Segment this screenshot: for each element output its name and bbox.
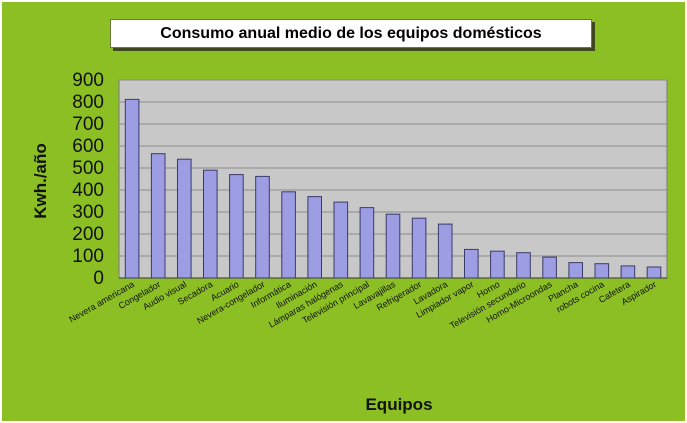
y-tick-label: 900 (72, 70, 104, 91)
bar (385, 213, 401, 279)
y-tick-label: 100 (72, 246, 104, 267)
y-tick-label: 700 (72, 114, 104, 135)
bar (437, 223, 453, 279)
bar (646, 266, 662, 279)
bar (464, 248, 479, 279)
y-tick-label: 500 (72, 158, 104, 179)
bar (255, 175, 270, 279)
bar (516, 252, 531, 279)
y-tick-label: 400 (72, 180, 104, 201)
bar (620, 265, 636, 279)
bar (359, 207, 375, 279)
y-tick-label: 0 (93, 268, 104, 289)
y-tick-label: 200 (72, 224, 104, 245)
bar (124, 98, 140, 279)
bar (150, 153, 166, 279)
y-tick-label: 600 (72, 136, 104, 157)
bar (490, 250, 505, 279)
bar (568, 262, 584, 279)
bar (594, 263, 610, 279)
x-axis-title: Equipos (365, 395, 432, 414)
bar (333, 201, 349, 279)
y-axis-title: Kwh./año (31, 143, 50, 219)
y-tick-label: 300 (72, 202, 104, 223)
bar (177, 158, 192, 279)
bar (281, 191, 296, 279)
bars (124, 98, 662, 279)
y-tick-label: 800 (72, 92, 104, 113)
chart-title: Consumo anual medio de los equipos domés… (110, 19, 592, 48)
bar (229, 174, 244, 279)
bar (203, 169, 218, 279)
bar (542, 256, 557, 279)
bar (307, 196, 322, 279)
bar (411, 217, 427, 279)
